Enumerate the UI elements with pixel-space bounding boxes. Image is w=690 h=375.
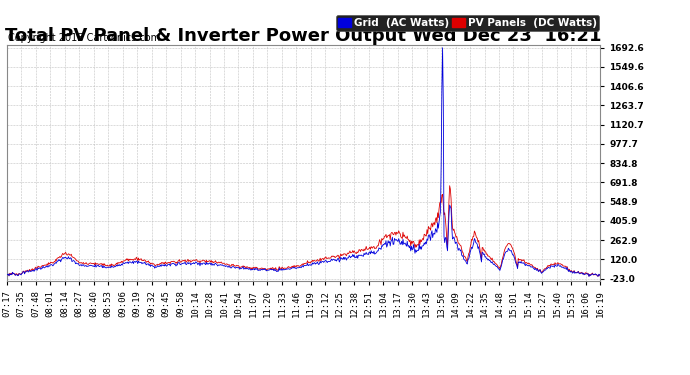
Title: Total PV Panel & Inverter Power Output Wed Dec 23  16:21: Total PV Panel & Inverter Power Output W… (6, 27, 602, 45)
Text: Copyright 2015 Cartronics.com: Copyright 2015 Cartronics.com (8, 33, 160, 43)
Legend: Grid  (AC Watts), PV Panels  (DC Watts): Grid (AC Watts), PV Panels (DC Watts) (335, 15, 599, 30)
